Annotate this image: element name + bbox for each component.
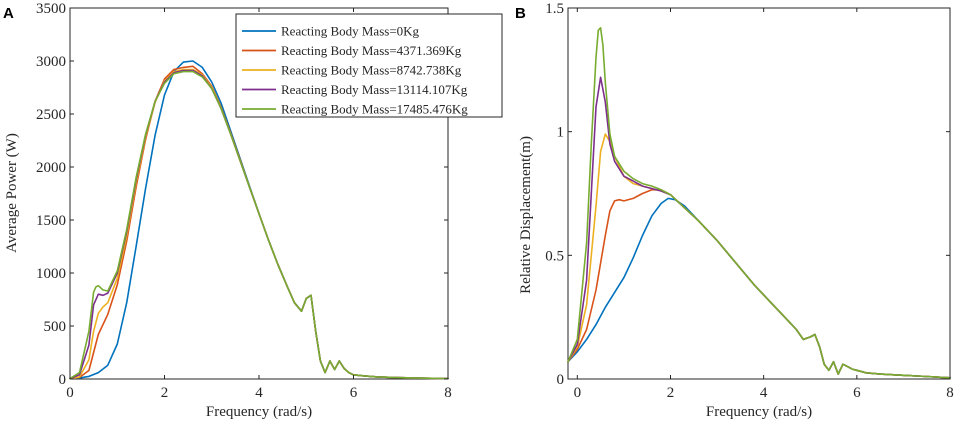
- legend-label-0: Reacting Body Mass=0Kg: [281, 24, 420, 39]
- panel-b-ticks: 0 2 4 6 8 0 0.5 1 1.5: [545, 1, 954, 401]
- panel-b: B 0 2 4 6 8 0 0.5 1 1.5 Frequency (rad/s) Relati…: [515, 1, 954, 420]
- panel-a-y-tick-label-5: 2500: [36, 107, 66, 123]
- panel-a-y-tick-label-7: 3500: [36, 1, 66, 17]
- legend-box: [235, 13, 503, 118]
- panel-a: A 0 2 4 6 8 0 500 1000 1500 2000 2500 3000 3500 Freq…: [3, 1, 503, 420]
- panel-b-x-axis-label: Frequency (rad/s): [706, 404, 812, 420]
- panel-b-y-tick-label-2: 1: [557, 125, 565, 141]
- panel-a-series-group: [69, 60, 449, 380]
- panel-b-letter: B: [515, 5, 526, 22]
- panel-a-letter: A: [3, 5, 14, 22]
- legend-label-1: Reacting Body Mass=4371.369Kg: [281, 43, 462, 58]
- panel-a-x-tick-label-1: 2: [161, 385, 169, 401]
- panel-a-y-tick-label-0: 0: [59, 372, 67, 388]
- panel-b-series-group: [567, 26, 951, 379]
- panel-b-x-tick-label-1: 2: [667, 385, 675, 401]
- panel-a-series-line-4: [69, 70, 449, 380]
- panel-b-series-line-4: [567, 26, 951, 379]
- panel-a-x-tick-label-3: 6: [350, 385, 358, 401]
- panel-b-y-axis-label: Relative Displacement(m): [518, 136, 534, 294]
- legend: Reacting Body Mass=0Kg Reacting Body Mass…: [235, 13, 503, 118]
- panel-a-x-tick-label-2: 4: [255, 385, 263, 401]
- legend-label-2: Reacting Body Mass=8742.738Kg: [281, 63, 462, 78]
- panel-a-x-tick-label-4: 8: [444, 385, 452, 401]
- legend-label-4: Reacting Body Mass=17485.476Kg: [281, 102, 468, 117]
- panel-a-ticks: 0 2 4 6 8 0 500 1000 1500 2000 2500 3000 3500: [36, 1, 452, 401]
- panel-a-y-tick-label-2: 1000: [36, 266, 66, 282]
- panel-a-x-axis-label: Frequency (rad/s): [206, 404, 312, 420]
- panel-b-y-tick-label-1: 0.5: [545, 248, 564, 264]
- panel-a-y-tick-label-1: 500: [44, 319, 67, 335]
- panel-a-y-tick-label-6: 3000: [36, 54, 66, 70]
- panel-a-y-axis-label: Average Power (W): [4, 133, 20, 253]
- panel-b-y-tick-label-3: 1.5: [545, 1, 564, 17]
- panel-b-x-tick-label-4: 8: [946, 385, 954, 401]
- panel-b-x-tick-label-3: 6: [853, 385, 861, 401]
- legend-items: Reacting Body Mass=0Kg Reacting Body Mass…: [242, 24, 468, 117]
- panel-b-plot-area: [567, 7, 951, 380]
- panel-b-x-tick-label-0: 0: [574, 385, 582, 401]
- panel-b-x-tick-label-2: 4: [760, 385, 768, 401]
- panel-b-y-tick-label-0: 0: [557, 372, 565, 388]
- panel-a-y-tick-label-3: 1500: [36, 213, 66, 229]
- panel-a-x-tick-label-0: 0: [66, 385, 74, 401]
- legend-label-3: Reacting Body Mass=13114.107Kg: [281, 82, 468, 97]
- panel-a-y-tick-label-4: 2000: [36, 160, 66, 176]
